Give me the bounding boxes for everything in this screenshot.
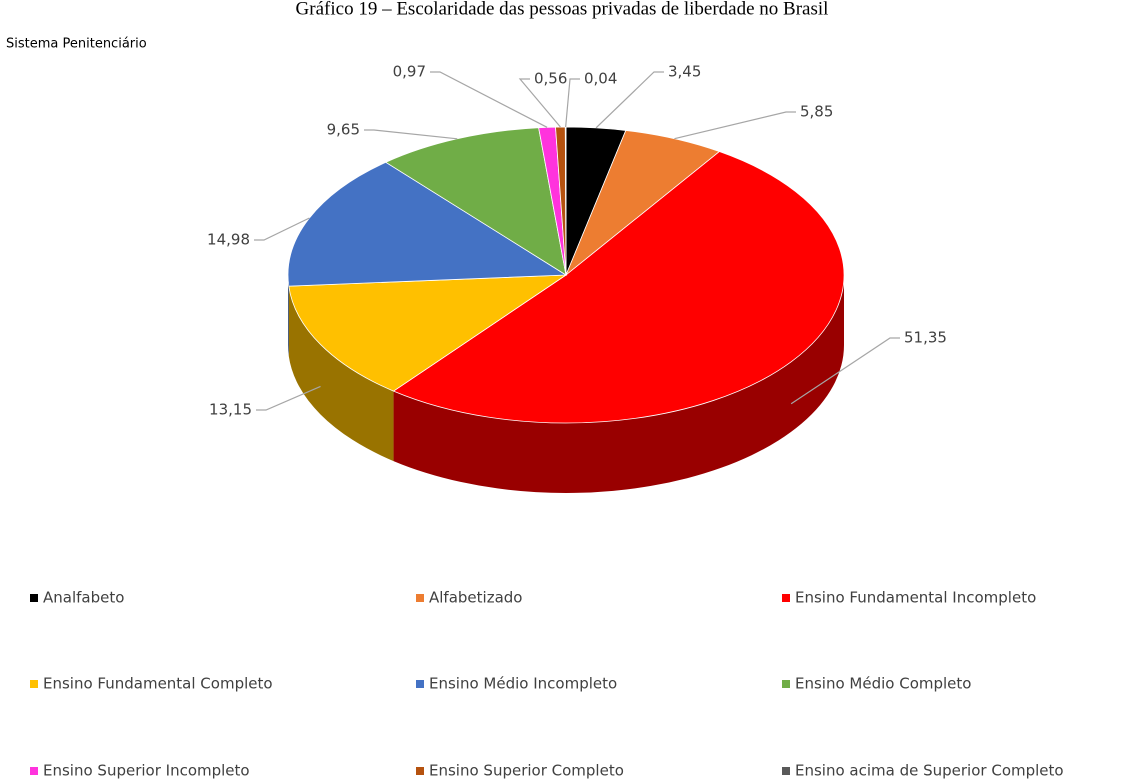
leader-line xyxy=(790,337,900,405)
data-label: 5,85 xyxy=(800,103,833,121)
pie-slice xyxy=(287,161,568,287)
legend-label: Ensino acima de Superior Completo xyxy=(795,762,1064,780)
leader-line xyxy=(674,111,796,140)
legend-label: Ensino Superior Completo xyxy=(429,762,624,780)
leader-line xyxy=(565,78,580,128)
legend-swatch xyxy=(30,680,38,688)
data-label: 0,04 xyxy=(584,70,617,88)
pie-slice xyxy=(288,274,568,392)
legend-label: Ensino Fundamental Incompleto xyxy=(795,589,1036,607)
legend-label: Alfabetizado xyxy=(429,589,522,607)
legend-label: Ensino Superior Incompleto xyxy=(43,762,250,780)
pie-slice xyxy=(385,127,567,276)
legend-swatch xyxy=(782,594,790,602)
chart-subtitle: Sistema Penitenciário xyxy=(6,37,147,52)
pie-slice-side xyxy=(393,275,845,494)
legend-swatch xyxy=(782,680,790,688)
legend-label: Ensino Fundamental Completo xyxy=(43,675,273,693)
leader-line xyxy=(256,385,321,411)
leader-line xyxy=(518,78,561,128)
legend-swatch xyxy=(30,594,38,602)
data-label: 0,56 xyxy=(534,70,567,88)
pie-slice-side xyxy=(288,275,289,357)
pie-slice-side xyxy=(288,286,394,462)
legend-swatch xyxy=(416,594,424,602)
data-label: 0,97 xyxy=(393,63,426,81)
leader-line xyxy=(595,71,664,129)
legend-swatch xyxy=(416,680,424,688)
legend-swatch xyxy=(782,767,790,775)
legend-label: Analfabeto xyxy=(43,589,124,607)
leader-line xyxy=(364,129,458,140)
data-label: 9,65 xyxy=(327,121,360,139)
data-label: 51,35 xyxy=(904,329,947,347)
legend-swatch xyxy=(30,767,38,775)
leader-line xyxy=(254,217,310,241)
pie-slice xyxy=(392,151,845,424)
chart-title: Gráfico 19 – Escolaridade das pessoas pr… xyxy=(296,0,829,19)
data-label: 14,98 xyxy=(207,231,250,249)
data-label: 3,45 xyxy=(668,63,701,81)
data-label: 13,15 xyxy=(209,401,252,419)
legend-swatch xyxy=(416,767,424,775)
legend-label: Ensino Médio Completo xyxy=(795,675,971,693)
legend-label: Ensino Médio Incompleto xyxy=(429,675,617,693)
leader-line xyxy=(430,71,548,128)
